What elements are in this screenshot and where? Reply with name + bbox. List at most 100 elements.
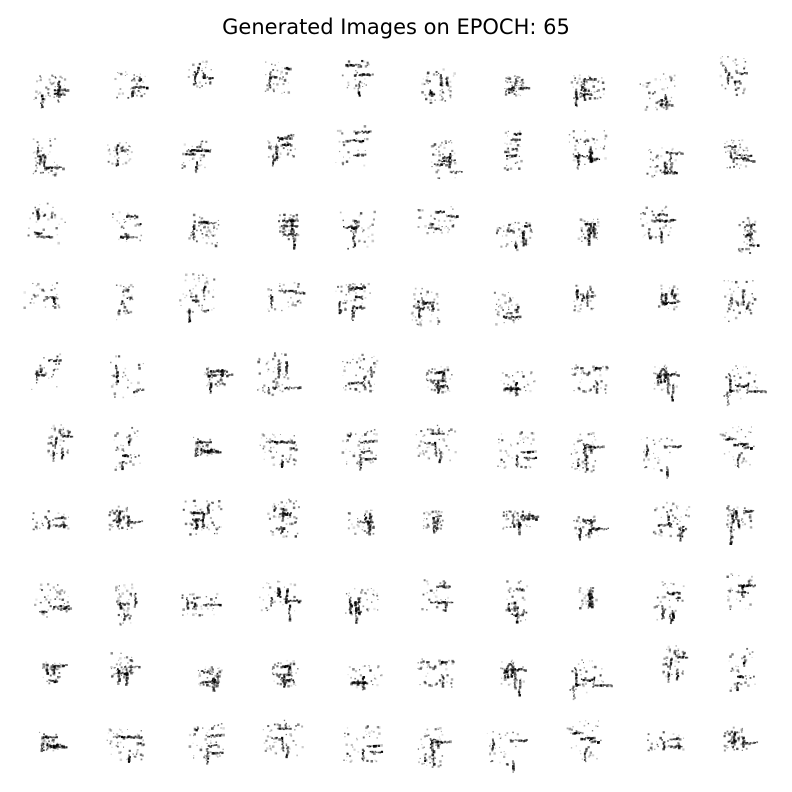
generated-sample [99,568,157,626]
sample-glyph [266,282,305,312]
sample-glyph [265,61,293,94]
sample-glyph [497,430,537,469]
sample-glyph [431,140,463,180]
sample-glyph [723,365,767,407]
generated-sample [174,714,232,772]
generated-sample [327,718,385,776]
sample-glyph [422,510,444,534]
generated-sample [254,273,312,331]
generated-sample [98,345,156,403]
generated-sample [22,570,80,628]
generated-sample [632,55,690,113]
sample-glyph [566,720,602,763]
sample-glyph [114,427,141,472]
sample-glyph [41,661,68,685]
sample-glyph [187,213,219,248]
sample-glyph [23,281,61,309]
generated-sample [561,123,619,181]
generated-sample [16,272,74,330]
sample-glyph [181,592,222,617]
sample-glyph [32,137,65,177]
generated-sample [484,640,542,698]
generated-sample [483,350,541,408]
generated-sample [481,424,539,482]
sample-glyph [571,364,609,394]
generated-sample [330,196,388,254]
generated-sample [478,716,536,774]
sample-glyph [343,725,384,764]
sample-glyph [573,515,609,541]
generated-sample [94,716,152,774]
sample-glyph [499,659,527,697]
sample-glyph [728,647,756,692]
generated-sample [177,494,235,552]
generated-sample [633,197,691,255]
generated-sample [636,269,694,327]
generated-sample [324,271,382,329]
sample-glyph [203,367,233,395]
sample-glyph [257,352,302,396]
sample-glyph [505,580,528,624]
sample-glyph [569,659,613,701]
generated-sample [405,497,463,555]
generated-sample [18,492,76,550]
generated-sample [408,346,466,404]
generated-sample [555,350,613,408]
sample-glyph [502,510,540,536]
generated-sample [327,123,385,181]
sample-glyph [34,583,73,618]
generated-sample [632,127,690,185]
generated-sample [483,273,541,331]
generated-sample [178,349,236,407]
sample-glyph [573,284,597,313]
generated-sample [709,711,767,769]
generated-sample [637,637,695,695]
sample-glyph [723,138,756,169]
sample-glyph [32,509,70,530]
generated-sample [709,350,767,408]
sample-glyph [417,658,455,688]
sample-glyph [640,437,682,479]
generated-sample [172,48,230,106]
sample-glyph [410,288,440,327]
sample-glyph [109,355,144,399]
sample-glyph [344,588,378,624]
sample-glyph [652,502,691,542]
sample-glyph [726,504,755,545]
sample-glyph [342,353,379,393]
sample-glyph [262,719,304,758]
generated-sample [710,418,768,476]
generated-sample [555,644,613,702]
sample-glyph [493,291,522,326]
sample-glyph [578,586,598,610]
generated-sample [252,54,310,112]
generated-sample [711,125,769,183]
sample-glyph [335,283,372,322]
sample-glyph [31,353,63,390]
sample-glyph [112,210,143,242]
sample-glyph [188,723,225,766]
sample-glyph [197,666,223,692]
sample-glyph [27,202,66,245]
sample-glyph [267,498,300,538]
figure-title: Generated Images on EPOCH: 65 [222,15,570,39]
generated-sample [96,638,154,696]
sample-glyph [570,74,605,108]
generated-sample [711,641,769,699]
generated-sample [708,49,766,107]
sample-glyph [568,130,608,171]
sample-glyph [726,572,756,610]
generated-sample [21,199,79,257]
sample-glyph [188,60,215,89]
sample-glyph [577,218,600,246]
generated-sample [94,123,152,181]
generated-sample [407,128,465,186]
generated-sample [330,644,388,702]
generated-sample [170,127,228,185]
generated-sample [247,712,305,770]
sample-glyph [107,142,133,167]
sample-glyph [183,499,223,536]
sample-glyph [646,730,685,751]
generated-sample [171,271,229,329]
sample-glyph [33,74,70,109]
